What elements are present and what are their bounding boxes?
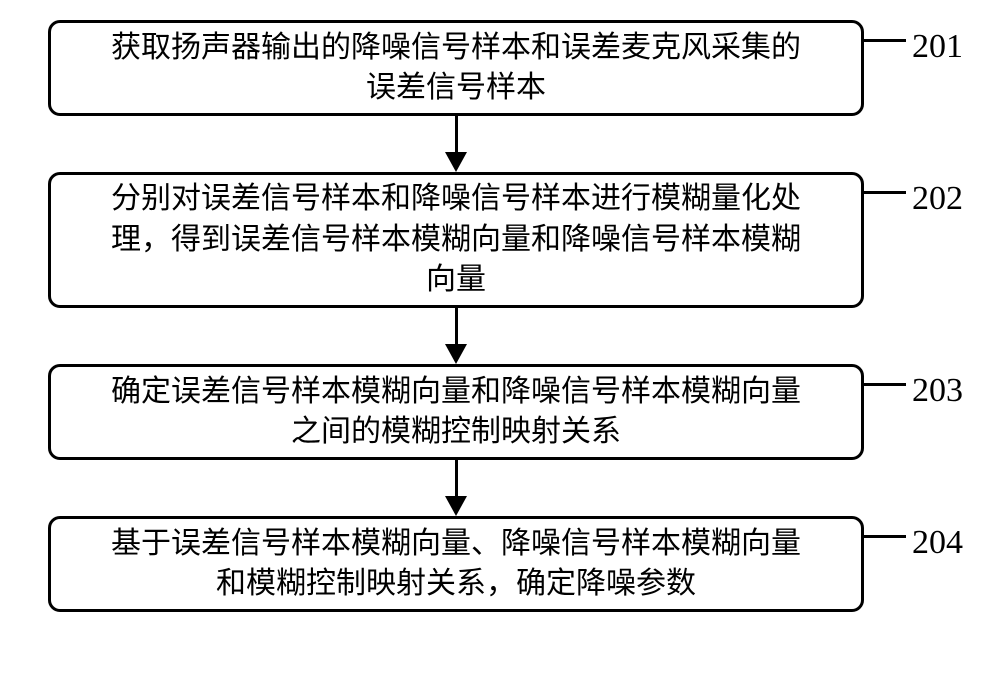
leader-step-202 [864, 191, 906, 194]
step-201-line: 误差信号样本 [111, 68, 801, 109]
flowchart-canvas: 获取扬声器输出的降噪信号样本和误差麦克风采集的误差信号样本 201 分别对误差信号样… [0, 0, 1000, 674]
step-204-line: 和模糊控制映射关系，确定降噪参数 [111, 564, 801, 605]
step-203: 确定误差信号样本模糊向量和降噪信号样本模糊向量之间的模糊控制映射关系 [48, 364, 864, 460]
step-202-line: 理，得到误差信号样本模糊向量和降噪信号样本模糊 [111, 220, 801, 261]
arrow-step-201-step-202 [455, 116, 458, 152]
arrow-head-step-202-step-203 [445, 344, 467, 364]
step-202: 分别对误差信号样本和降噪信号样本进行模糊量化处理，得到误差信号样本模糊向量和降噪… [48, 172, 864, 308]
step-203-line: 确定误差信号样本模糊向量和降噪信号样本模糊向量 [111, 372, 801, 413]
leader-step-204 [864, 535, 906, 538]
arrow-head-step-201-step-202 [445, 152, 467, 172]
step-203-label: 203 [912, 372, 963, 410]
step-202-line: 分别对误差信号样本和降噪信号样本进行模糊量化处 [111, 179, 801, 220]
leader-step-203 [864, 383, 906, 386]
arrow-step-203-step-204 [455, 460, 458, 496]
leader-step-201 [864, 39, 906, 42]
step-201-label: 201 [912, 28, 963, 66]
step-204-line: 基于误差信号样本模糊向量、降噪信号样本模糊向量 [111, 524, 801, 565]
step-204: 基于误差信号样本模糊向量、降噪信号样本模糊向量和模糊控制映射关系，确定降噪参数 [48, 516, 864, 612]
step-202-label: 202 [912, 180, 963, 218]
step-203-line: 之间的模糊控制映射关系 [111, 412, 801, 453]
arrow-step-202-step-203 [455, 308, 458, 344]
step-201: 获取扬声器输出的降噪信号样本和误差麦克风采集的误差信号样本 [48, 20, 864, 116]
arrow-head-step-203-step-204 [445, 496, 467, 516]
step-201-line: 获取扬声器输出的降噪信号样本和误差麦克风采集的 [111, 28, 801, 69]
step-202-line: 向量 [111, 260, 801, 301]
step-204-label: 204 [912, 524, 963, 562]
